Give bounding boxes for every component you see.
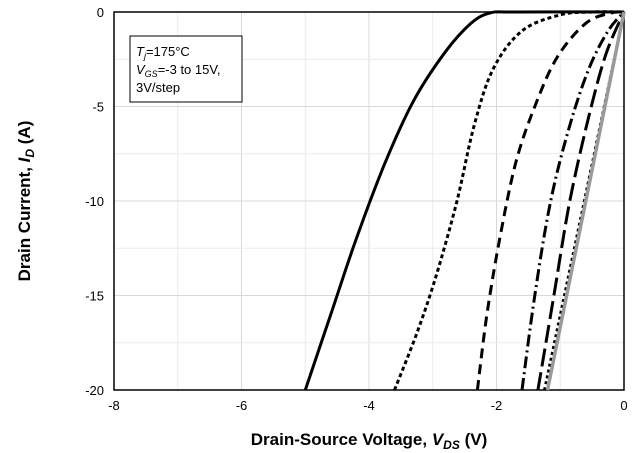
y-axis-title: Drain Current, ID (A) [15, 121, 37, 282]
series-line-3 [475, 10, 625, 391]
y-tick-label: -5 [92, 100, 104, 115]
series-group [303, 10, 626, 391]
plot-area-frame [113, 11, 625, 391]
series-line-4 [520, 11, 626, 391]
y-tick-label: -20 [85, 383, 104, 398]
annotation-line-2: VGS=-3 to 15V, [136, 62, 220, 79]
annotation-box: Tj=175°C VGS=-3 to 15V, 3V/step [129, 35, 243, 103]
y-tick-label: -10 [85, 194, 104, 209]
annotation-line-1: Tj=175°C [136, 44, 190, 61]
x-tick-label: -2 [491, 398, 503, 413]
annotation-line-3: 3V/step [136, 80, 180, 95]
series-line-7 [545, 11, 626, 391]
x-axis-title: Drain-Source Voltage, VDS (V) [251, 430, 487, 452]
series-line-5 [536, 11, 626, 391]
series-line-1 [303, 10, 625, 391]
y-tick-label: -15 [85, 289, 104, 304]
x-tick-label: -6 [236, 398, 248, 413]
series-line-2 [393, 10, 625, 391]
axis-ticks: -8 -6 -4 -2 0-20-15-10-50 [85, 5, 627, 413]
x-tick-label: 0 [620, 398, 627, 413]
x-tick-label: -8 [108, 398, 120, 413]
x-tick-label: -4 [363, 398, 375, 413]
y-tick-label: 0 [97, 5, 104, 20]
